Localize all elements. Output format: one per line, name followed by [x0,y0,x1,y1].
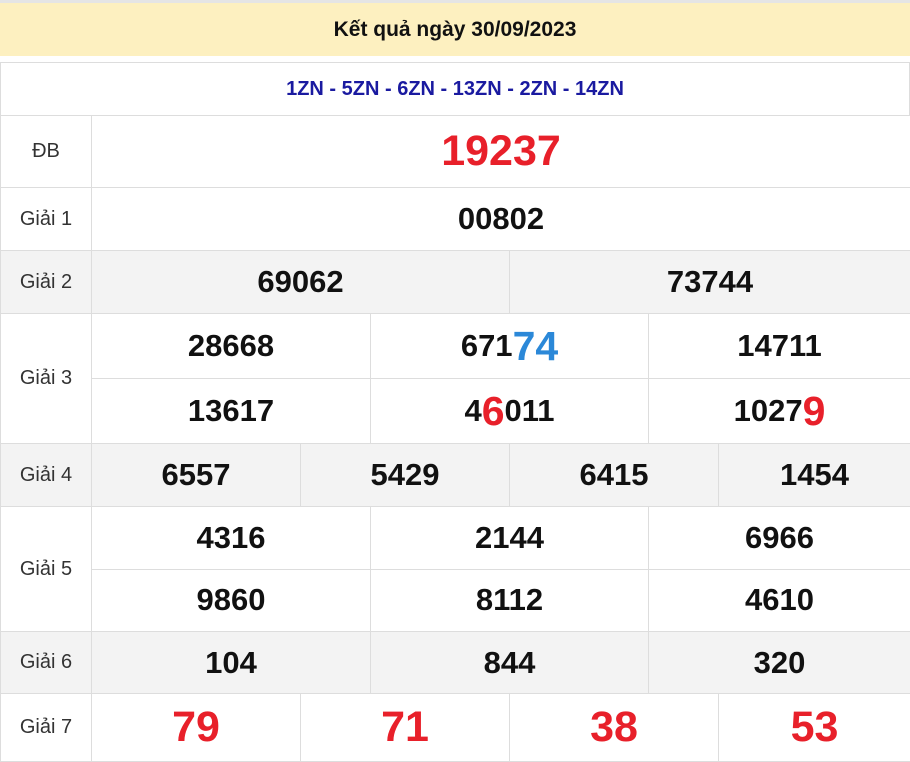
prize-number: 2144 [371,507,649,569]
number-digits: 1027 [733,393,803,428]
prize-label: Giải 1 [1,188,92,250]
prize-number: 6415 [510,444,719,506]
prize-number: 38 [510,694,719,761]
prize-number: 9860 [92,569,371,631]
prize-label: Giải 3 [1,314,92,443]
number-digits: 671 [460,328,513,363]
prize-number: 14711 [649,314,910,378]
results-table: 1ZN - 5ZN - 6ZN - 13ZN - 2ZN - 14ZN ĐB 19… [0,62,910,762]
prize-number: 4610 [649,570,910,632]
number-digits: 4 [464,393,482,428]
prize-label: Giải 5 [1,507,92,631]
prize-number: 320 [649,632,910,693]
prize-number: 104 [92,632,371,693]
results-header: Kết quả ngày 30/09/2023 [0,0,910,56]
prize-label: Giải 4 [1,444,92,506]
prize-number: 1454 [719,444,910,506]
prize-number: 13617 [92,379,371,443]
prize-row: Giải 5 4316 2144 6966 9860 8112 4610 [1,507,910,632]
number-digits: 011 [504,393,555,428]
prize-number: 5429 [301,444,510,506]
prize-row: Giải 2 69062 73744 [1,251,910,314]
prize-number: 8112 [371,569,649,631]
prize-row: Giải 1 00802 [1,188,910,251]
prize-number: 71 [301,694,510,761]
prize-number: 69062 [92,251,510,313]
prize-number: 4 6 011 [371,379,649,443]
prize-number: 1027 9 [649,379,910,443]
highlighted-digits: 9 [802,387,826,434]
prize-number: 53 [719,694,910,761]
prize-row: Giải 6 104 844 320 [1,632,910,694]
prize-row: Giải 4 6557 5429 6415 1454 [1,444,910,507]
province-codes: 1ZN - 5ZN - 6ZN - 13ZN - 2ZN - 14ZN [1,63,910,115]
highlighted-digits: 74 [512,322,559,369]
prize-number: 73744 [510,251,910,313]
prize-number: 79 [92,694,301,761]
prize-number: 00802 [92,188,910,250]
prize-label: Giải 2 [1,251,92,313]
prize-number: 19237 [92,116,910,187]
prize-number: 844 [371,632,649,693]
prize-number: 671 74 [371,314,649,378]
prize-label: ĐB [1,116,92,187]
results-title: Kết quả ngày 30/09/2023 [333,17,577,41]
prize-number: 4316 [92,507,371,569]
prize-label: Giải 6 [1,632,92,693]
prize-label: Giải 7 [1,694,92,761]
prize-row: Giải 3 28668 671 74 14711 13617 4 6 011 1027 9 [1,314,910,444]
prize-number: 6557 [92,444,301,506]
prize-row: Giải 7 79 71 38 53 [1,694,910,762]
highlighted-digits: 6 [481,387,505,434]
prize-row: ĐB 19237 [1,116,910,188]
prize-number: 28668 [92,314,371,378]
prize-number: 6966 [649,507,910,569]
